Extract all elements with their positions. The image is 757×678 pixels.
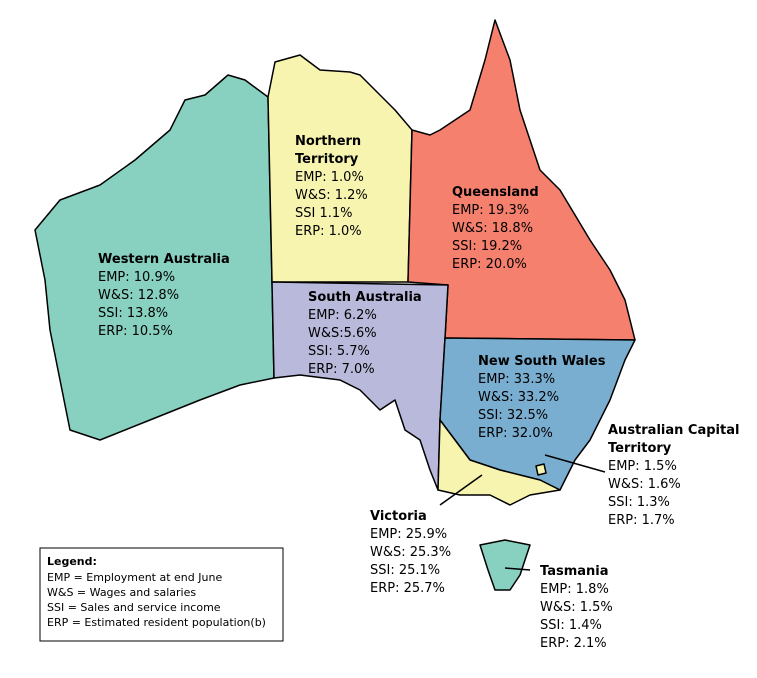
region-name: Western Australia: [98, 252, 230, 267]
region-stat: EMP: 10.9%: [98, 270, 175, 285]
region-stat: ERP: 1.0%: [295, 224, 362, 239]
tasmania-pointer: [504, 567, 531, 571]
act-pointer: [544, 454, 606, 473]
region-stat: EMP: 25.9%: [370, 527, 447, 542]
region-stat: EMP: 19.3%: [452, 203, 529, 218]
legend-title: Legend:: [47, 555, 97, 568]
region-stat: SSI: 19.2%: [452, 239, 522, 254]
region-name: Northern: [295, 134, 361, 149]
western-australia: [34, 74, 275, 441]
region-stat: SSI: 25.1%: [370, 563, 440, 578]
legend-line: ERP = Estimated resident population(b): [47, 616, 266, 629]
legend-line: SSI = Sales and service income: [47, 601, 221, 614]
region-stat: ERP: 2.1%: [540, 636, 607, 651]
region-stat: SSI: 13.8%: [98, 306, 168, 321]
region-stat: ERP: 20.0%: [452, 257, 527, 272]
region-name: Victoria: [370, 509, 427, 524]
region-stat: W&S:5.6%: [308, 326, 377, 341]
region-stat: SSI 1.1%: [295, 206, 353, 221]
labels: Western Australia EMP: 10.9% W&S: 12.8% SSI…: [47, 134, 739, 651]
region-stat: EMP: 1.5%: [608, 459, 677, 474]
victoria-pointer: [439, 474, 483, 506]
region-name: Australian Capital: [608, 423, 739, 438]
region-stat: ERP: 1.7%: [608, 513, 675, 528]
region-stat: ERP: 10.5%: [98, 324, 173, 339]
region-stat: EMP: 33.3%: [478, 372, 555, 387]
region-name: Territory: [608, 441, 672, 456]
region-stat: W&S: 25.3%: [370, 545, 451, 560]
region-name: Tasmania: [540, 564, 609, 579]
region-stat: SSI: 32.5%: [478, 408, 548, 423]
region-stat: SSI: 5.7%: [308, 344, 370, 359]
act: [535, 463, 547, 476]
region-stat: ERP: 25.7%: [370, 581, 445, 596]
region-stat: EMP: 1.8%: [540, 582, 609, 597]
region-stat: ERP: 7.0%: [308, 362, 375, 377]
region-stat: W&S: 12.8%: [98, 288, 179, 303]
northern-territory: [267, 54, 413, 283]
region-name: Territory: [295, 152, 359, 167]
region-stat: W&S: 1.6%: [608, 477, 681, 492]
region-stat: EMP: 1.0%: [295, 170, 364, 185]
region-stat: SSI: 1.4%: [540, 618, 602, 633]
region-name: New South Wales: [478, 354, 606, 369]
region-stat: ERP: 32.0%: [478, 426, 553, 441]
region-stat: W&S: 1.2%: [295, 188, 368, 203]
tasmania: [479, 539, 531, 591]
region-name: South Australia: [308, 290, 422, 305]
region-stat: W&S: 18.8%: [452, 221, 533, 236]
legend-box: [39, 547, 284, 642]
region-stat: W&S: 33.2%: [478, 390, 559, 405]
region-stat: SSI: 1.3%: [608, 495, 670, 510]
legend-line: W&S = Wages and salaries: [47, 586, 196, 599]
region-name: Queensland: [452, 185, 539, 200]
legend-line: EMP = Employment at end June: [47, 571, 222, 584]
region-stat: W&S: 1.5%: [540, 600, 613, 615]
region-stat: EMP: 6.2%: [308, 308, 377, 323]
